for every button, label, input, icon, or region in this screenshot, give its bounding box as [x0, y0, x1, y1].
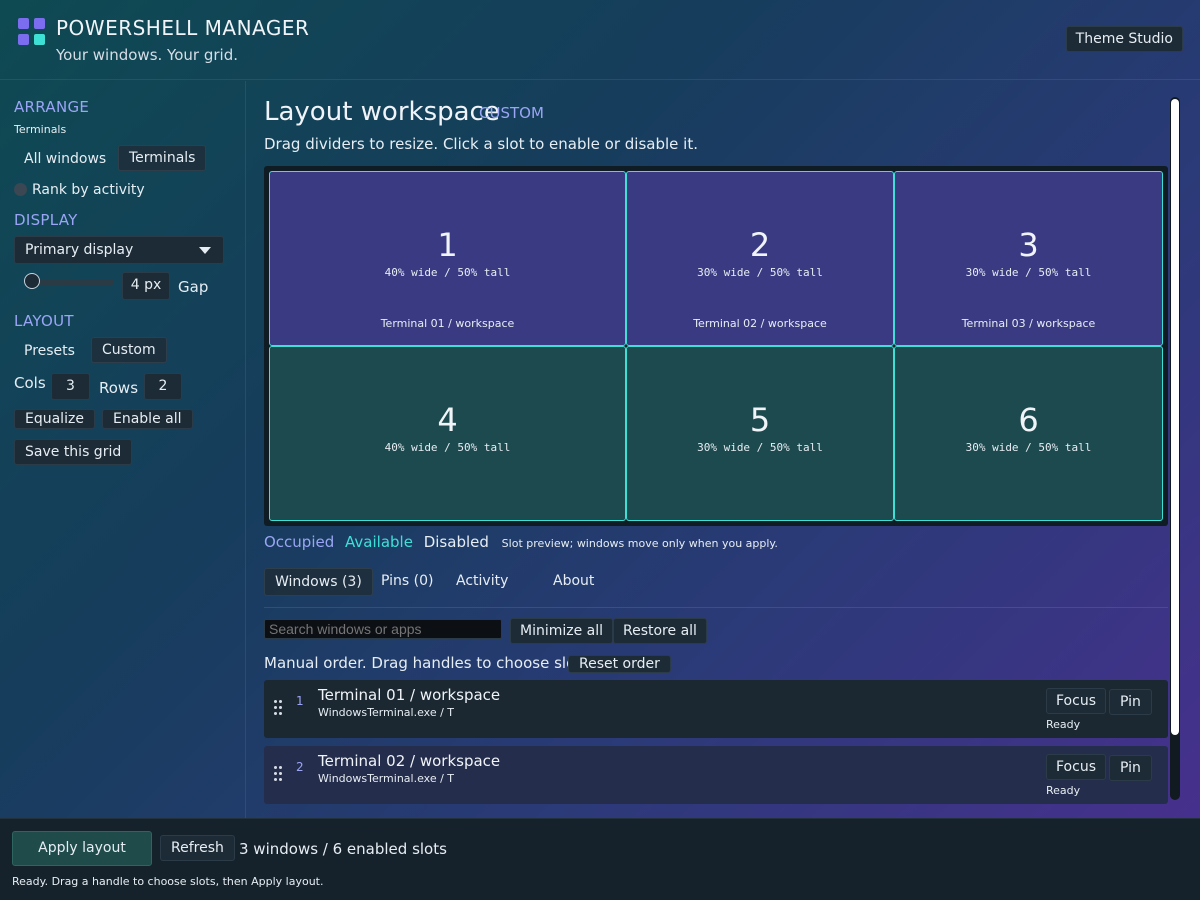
focus-button[interactable]: Focus [1046, 688, 1106, 714]
drag-handle-icon[interactable] [274, 700, 284, 716]
slot-number: 2 [749, 226, 771, 264]
save-grid-button[interactable]: Save this grid [14, 439, 133, 465]
window-row: 2 Terminal 02 / workspace WindowsTermina… [264, 746, 1168, 804]
slot-number: 5 [749, 401, 771, 439]
tab-activity[interactable]: Activity [456, 573, 509, 589]
display-select-value: Primary display [25, 242, 134, 258]
gap-label: Gap [178, 278, 209, 296]
window-row: 1 Terminal 01 / workspace WindowsTermina… [264, 680, 1168, 738]
grid-slot-4[interactable]: 4 40% wide / 50% tall [269, 346, 626, 521]
tab-about[interactable]: About [553, 573, 595, 589]
display-heading: DISPLAY [14, 211, 78, 229]
row-title: Terminal 01 / workspace [318, 686, 501, 704]
grid-slot-1[interactable]: 1 40% wide / 50% tall Terminal 01 / work… [269, 171, 626, 346]
cols-input[interactable]: 3 [51, 373, 90, 400]
tab-pins[interactable]: Pins (0) [381, 573, 434, 589]
slot-dimensions: 30% wide / 50% tall [697, 266, 823, 279]
app-logo-icon [18, 18, 46, 46]
slot-dimensions: 40% wide / 50% tall [384, 441, 511, 454]
rows-label: Rows [99, 379, 139, 397]
pin-button[interactable]: Pin [1109, 755, 1152, 781]
tab-bar: Windows (3) Pins (0) Activity About [264, 568, 1168, 608]
rank-by-activity-label: Rank by activity [32, 182, 145, 198]
main-panel: Layout workspace CUSTOM Drag dividers to… [248, 81, 1200, 818]
app-subtitle: Your windows. Your grid. [56, 46, 238, 64]
slot-dimensions: 30% wide / 50% tall [965, 441, 1092, 454]
drag-handle-icon[interactable] [274, 766, 284, 782]
row-process: WindowsTerminal.exe / T [318, 706, 455, 719]
chevron-down-icon [199, 247, 211, 254]
row-title: Terminal 02 / workspace [318, 752, 501, 770]
slot-legend: Occupied Available Disabled Slot preview… [264, 533, 784, 551]
row-state: Ready [1046, 784, 1081, 797]
row-process: WindowsTerminal.exe / T [318, 772, 455, 785]
layout-heading: LAYOUT [14, 312, 74, 330]
restore-all-button[interactable]: Restore all [613, 618, 707, 644]
workspace-description: Drag dividers to resize. Click a slot to… [264, 135, 698, 153]
app-header: POWERSHELL MANAGER Your windows. Your gr… [0, 0, 1200, 80]
tab-windows[interactable]: Windows (3) [264, 568, 373, 596]
rows-input[interactable]: 2 [144, 373, 182, 400]
page-title: Layout workspace [264, 97, 500, 127]
grid-slot-5[interactable]: 5 30% wide / 50% tall [626, 346, 894, 521]
minimize-all-button[interactable]: Minimize all [510, 618, 614, 644]
grid-slot-2[interactable]: 2 30% wide / 50% tall Terminal 02 / work… [626, 171, 894, 346]
row-index: 2 [296, 760, 304, 774]
pin-button[interactable]: Pin [1109, 689, 1152, 715]
main-scrollbar[interactable] [1170, 97, 1180, 800]
layout-custom[interactable]: Custom [91, 337, 167, 363]
slot-window: Terminal 03 / workspace [961, 317, 1096, 330]
manual-order-text: Manual order. Drag handles to choose slo… [264, 654, 594, 672]
slot-number: 6 [1018, 401, 1039, 439]
equalize-button[interactable]: Equalize [14, 409, 95, 429]
refresh-button[interactable]: Refresh [160, 835, 235, 861]
sidebar: ARRANGE Terminals All windows Terminals … [0, 81, 246, 818]
window-slot-count: 3 windows / 6 enabled slots [239, 840, 447, 858]
legend-occupied: Occupied [264, 533, 335, 551]
layout-presets[interactable]: Presets [24, 343, 75, 359]
slot-number: 3 [1018, 226, 1039, 264]
focus-button[interactable]: Focus [1046, 754, 1106, 780]
layout-mode-badge: CUSTOM [479, 104, 544, 122]
legend-available: Available [345, 533, 413, 551]
slot-dimensions: 40% wide / 50% tall [384, 266, 511, 279]
gap-slider-track[interactable] [26, 279, 114, 285]
slot-number: 1 [437, 226, 458, 264]
slot-number: 4 [437, 401, 458, 439]
legend-disabled: Disabled [423, 533, 489, 551]
arrange-heading: ARRANGE [14, 98, 90, 116]
slot-window: Terminal 01 / workspace [380, 317, 515, 330]
reset-order-button[interactable]: Reset order [568, 655, 671, 673]
layout-grid: 1 40% wide / 50% tall Terminal 01 / work… [264, 166, 1168, 526]
status-text: Ready. Drag a handle to choose slots, th… [12, 875, 324, 888]
gap-input[interactable]: 4 px [122, 272, 170, 300]
row-index: 1 [296, 694, 304, 708]
enable-all-button[interactable]: Enable all [102, 409, 193, 429]
rank-by-activity-checkbox[interactable] [14, 183, 27, 196]
arrange-terminals[interactable]: Terminals [118, 145, 207, 171]
cols-label: Cols [14, 374, 46, 392]
theme-studio-button[interactable]: Theme Studio [1065, 26, 1183, 52]
slot-dimensions: 30% wide / 50% tall [965, 266, 1092, 279]
app-title: POWERSHELL MANAGER [56, 16, 310, 40]
search-input[interactable] [264, 619, 502, 639]
slot-dimensions: 30% wide / 50% tall [697, 441, 823, 454]
apply-layout-button[interactable]: Apply layout [12, 831, 152, 866]
gap-slider-handle[interactable] [24, 273, 40, 289]
grid-slot-3[interactable]: 3 30% wide / 50% tall Terminal 03 / work… [894, 171, 1163, 346]
grid-slot-6[interactable]: 6 30% wide / 50% tall [894, 346, 1163, 521]
slot-window: Terminal 02 / workspace [693, 317, 827, 330]
display-select[interactable]: Primary display [14, 236, 224, 264]
row-state: Ready [1046, 718, 1081, 731]
footer-bar: Apply layout Refresh 3 windows / 6 enabl… [0, 818, 1200, 900]
arrange-all-windows[interactable]: All windows [24, 151, 107, 167]
legend-note: Slot preview; windows move only when you… [501, 537, 778, 550]
scrollbar-thumb[interactable] [1171, 99, 1179, 735]
arrange-current: Terminals [14, 123, 67, 136]
